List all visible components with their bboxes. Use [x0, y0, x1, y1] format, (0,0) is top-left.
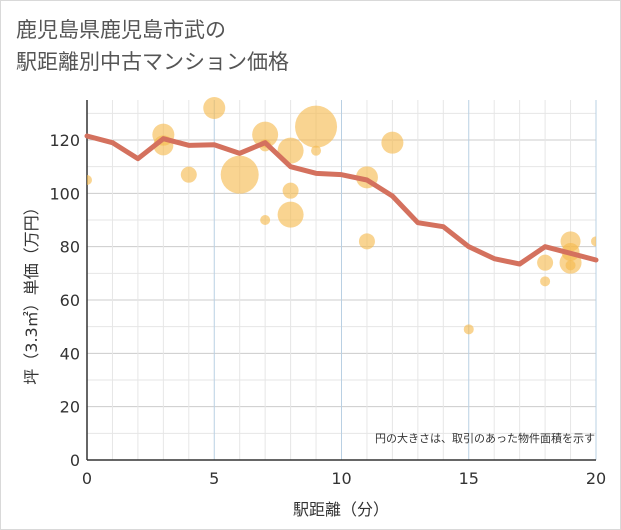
bubble-point — [540, 276, 551, 287]
x-tick-label: 0 — [82, 469, 92, 488]
y-tick-label: 20 — [60, 398, 80, 417]
trend-line-layer — [84, 133, 599, 267]
bubble-point — [87, 175, 92, 185]
y-tick-label: 40 — [60, 344, 80, 363]
average-price-line — [84, 133, 599, 267]
chart-title-line1: 鹿児島県鹿児島市武の — [16, 18, 226, 42]
bubble-point — [381, 131, 404, 154]
bubble-point — [463, 324, 474, 335]
bubble-point — [220, 155, 259, 194]
y-tick-label: 80 — [60, 238, 80, 257]
bubble-point — [311, 145, 322, 156]
grid-lines — [86, 100, 597, 461]
bubble-point — [282, 182, 299, 199]
bubble-point — [260, 215, 271, 225]
x-axis-label: 駅距離（分） — [293, 500, 389, 519]
x-tick-label: 5 — [209, 469, 219, 488]
bubble-point — [252, 121, 279, 148]
chart-title-line2: 駅距離別中古マンション価格 — [16, 50, 289, 74]
y-tick-label: 120 — [49, 131, 80, 150]
bubble-point — [358, 233, 375, 250]
bubble-point — [537, 254, 554, 271]
y-tick-label: 0 — [70, 451, 80, 470]
bubble-point — [591, 236, 596, 247]
bubble-point — [203, 97, 226, 119]
chart-title: 鹿児島県鹿児島市武の 駅距離別中古マンション価格 — [16, 14, 289, 78]
bubble-point — [180, 166, 197, 183]
tick-labels: 0 20 40 60 80 100 120 0 5 10 15 20 — [49, 131, 606, 488]
bubble-point — [277, 201, 304, 228]
x-tick-label: 10 — [331, 469, 351, 488]
bubble-point — [565, 260, 576, 271]
x-tick-label: 20 — [586, 469, 606, 488]
size-note: 円の大きさは、取引のあった物件面積を示す — [375, 431, 595, 445]
bubble-point — [295, 105, 338, 148]
y-tick-label: 100 — [49, 184, 80, 203]
x-tick-label: 15 — [459, 469, 479, 488]
y-axis-label: 坪（3.3㎡）単価（万円） — [22, 199, 41, 384]
y-tick-label: 60 — [60, 291, 80, 310]
